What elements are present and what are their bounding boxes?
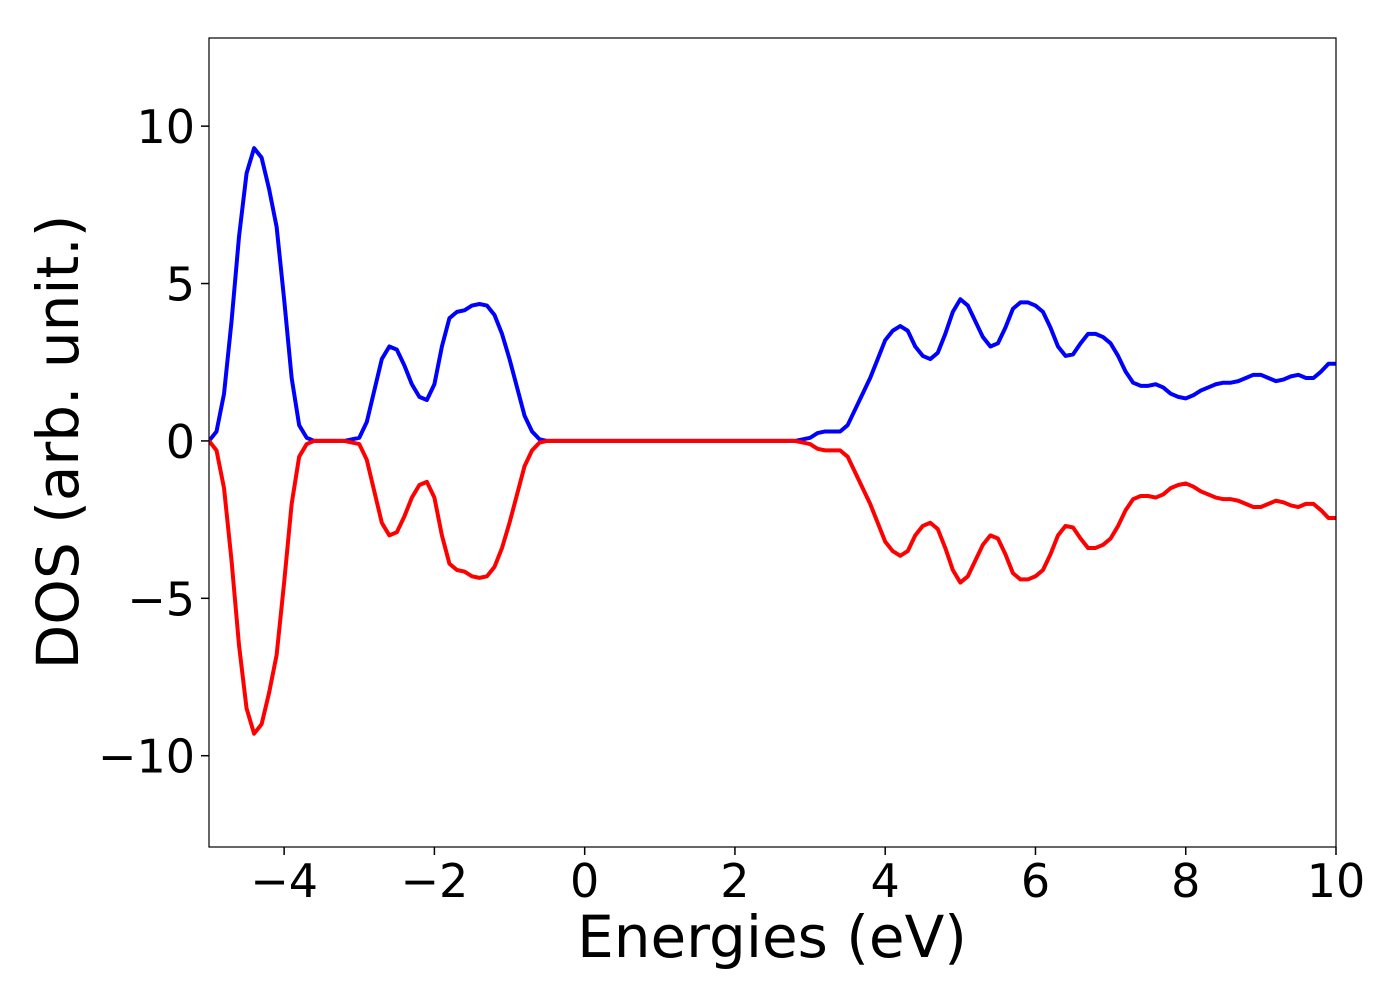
series-line [209, 146, 1336, 443]
y-tick-label: 10 [136, 100, 195, 154]
y-axis-label: DOS (arb. unit.) [24, 215, 92, 670]
y-tick-label: 5 [166, 258, 195, 312]
x-tick-label: 10 [1307, 854, 1366, 908]
y-tick-label: −5 [127, 572, 195, 626]
x-tick-label: 2 [720, 854, 749, 908]
y-tick-label: −10 [98, 730, 195, 784]
x-axis-label: Energies (eV) [577, 903, 967, 971]
x-tick-label: 0 [570, 854, 599, 908]
x-tick-label: −4 [250, 854, 318, 908]
y-tick-label: 0 [166, 415, 195, 469]
x-tick-label: 6 [1021, 854, 1050, 908]
x-tick-label: 4 [871, 854, 900, 908]
x-tick-label: −2 [400, 854, 468, 908]
series-line [209, 438, 1336, 736]
plot-frame [208, 37, 1337, 848]
x-tick-label: 8 [1171, 854, 1200, 908]
